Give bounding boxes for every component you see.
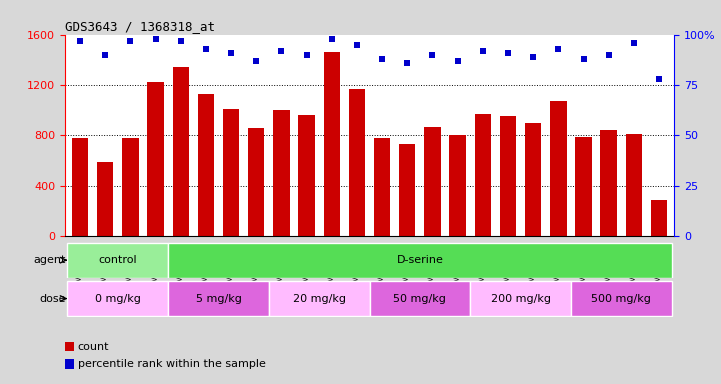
Point (402, 60, 413, 66)
Bar (97, 162, 113, 236)
Point (250, 58, 262, 64)
Bar (571, 281, 672, 316)
Bar (399, 144, 415, 236)
Point (225, 50, 236, 56)
Bar (168, 281, 269, 316)
Text: dose: dose (39, 293, 66, 304)
Text: GDS3643 / 1368318_at: GDS3643 / 1368318_at (65, 20, 215, 33)
Text: 500 mg/kg: 500 mg/kg (591, 293, 651, 304)
Bar (349, 89, 365, 236)
Point (99, 52, 111, 58)
Point (326, 36, 337, 42)
Bar (298, 115, 315, 236)
Point (477, 48, 489, 54)
Point (275, 48, 287, 54)
Bar (470, 281, 571, 316)
Bar (198, 94, 214, 236)
Point (376, 56, 388, 62)
Point (628, 40, 640, 46)
Text: count: count (78, 342, 110, 352)
Point (578, 56, 589, 62)
Bar (651, 200, 667, 236)
Bar (474, 114, 491, 236)
Bar (269, 281, 369, 316)
Bar (172, 67, 189, 236)
Bar (67, 281, 168, 316)
Bar (424, 127, 441, 236)
Point (150, 36, 162, 42)
Bar (575, 137, 592, 236)
Point (351, 41, 363, 48)
Text: 5 mg/kg: 5 mg/kg (195, 293, 242, 304)
Point (74, 38, 86, 44)
Bar (550, 101, 567, 236)
Point (503, 50, 514, 56)
Point (301, 52, 312, 58)
Text: D-serine: D-serine (397, 255, 443, 265)
Text: control: control (99, 255, 137, 265)
Bar (67, 243, 168, 278)
Point (603, 52, 614, 58)
Point (653, 76, 665, 82)
Text: agent: agent (33, 255, 66, 265)
Bar (626, 134, 642, 236)
Point (200, 46, 212, 52)
Point (427, 52, 438, 58)
Bar (72, 138, 88, 236)
Point (527, 54, 539, 60)
Bar (223, 109, 239, 236)
Bar (273, 110, 290, 236)
Bar (500, 116, 516, 236)
Text: 200 mg/kg: 200 mg/kg (490, 293, 551, 304)
Point (175, 38, 187, 44)
Text: 50 mg/kg: 50 mg/kg (394, 293, 446, 304)
Point (552, 46, 564, 52)
Bar (324, 52, 340, 236)
Bar (147, 83, 164, 236)
Bar (374, 138, 390, 236)
Bar (168, 243, 672, 278)
Bar (449, 136, 466, 236)
Text: 20 mg/kg: 20 mg/kg (293, 293, 345, 304)
Bar (525, 123, 541, 236)
Bar (601, 130, 617, 236)
Text: 0 mg/kg: 0 mg/kg (95, 293, 141, 304)
Bar (248, 128, 265, 236)
Bar (122, 138, 138, 236)
Text: percentile rank within the sample: percentile rank within the sample (78, 359, 266, 369)
Point (125, 38, 136, 44)
Point (452, 58, 464, 64)
Bar (369, 281, 470, 316)
